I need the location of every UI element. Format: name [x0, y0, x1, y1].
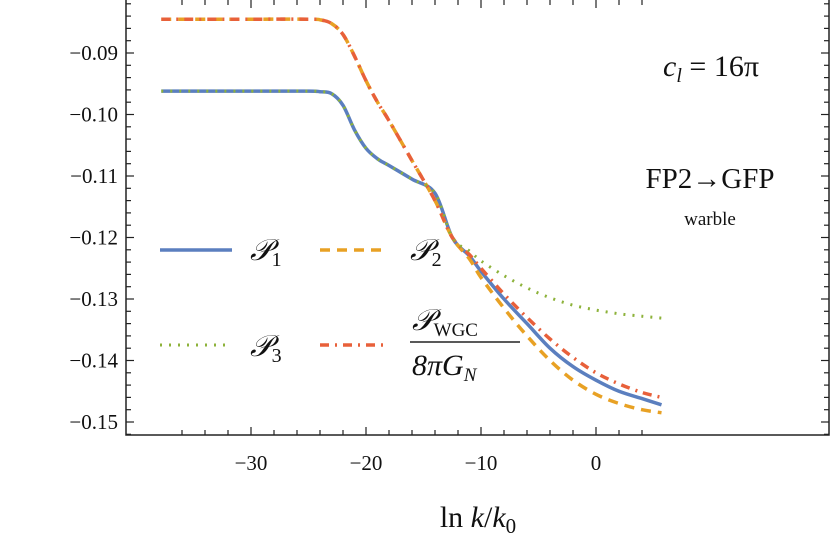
x-tick-label: −10: [465, 451, 498, 475]
y-tick-label: −0.09: [69, 41, 118, 65]
x-axis-label-k: k: [471, 501, 485, 534]
x-axis-label-k0-sub: 0: [506, 514, 517, 538]
legend-label-p1: 𝒫1: [250, 234, 282, 271]
y-axis-tick-labels: −0.09 −0.10 −0.11 −0.12 −0.13 −0.14 −0.15: [69, 41, 118, 434]
legend-label-p3: 𝒫3: [250, 330, 282, 367]
annotation-cl-value: = 16π: [682, 50, 759, 83]
plot-curves: [161, 17, 663, 415]
annotation-model: warble: [684, 209, 736, 230]
series-line-pwgc-8-g-n-: [161, 17, 662, 400]
x-tick-label: −20: [350, 451, 383, 475]
y-tick-label: −0.13: [69, 287, 118, 311]
x-tick-label: −30: [235, 451, 268, 475]
x-axis-label-k0: k: [492, 501, 506, 534]
plot-frame: [125, 0, 830, 436]
y-tick-label: −0.14: [69, 349, 118, 373]
x-axis-label: ln k/k0: [440, 501, 516, 538]
axis-ticks: [126, 0, 829, 435]
legend: 𝒫1 𝒫2 𝒫3 𝒫WGC 8πGN: [160, 234, 520, 386]
x-axis-label-slash: /: [484, 501, 493, 534]
x-tick-label: 0: [591, 451, 602, 475]
annotation-transition: FP2→GFP: [646, 163, 775, 195]
legend-label-pwgc-numerator: 𝒫WGC: [412, 304, 478, 341]
y-tick-label: −0.12: [69, 226, 118, 250]
legend-label-p2: 𝒫2: [410, 234, 442, 271]
x-axis-tick-labels: −30 −20 −10 0: [235, 451, 602, 475]
series-line-p3: [161, 89, 662, 320]
y-tick-label: −0.10: [69, 103, 118, 127]
x-axis-label-ln: ln: [440, 501, 463, 534]
annotation-cl-sub: l: [676, 65, 682, 87]
series-line-p1: [161, 89, 663, 407]
legend-label-pwgc-denominator: 8πGN: [412, 349, 478, 386]
annotation-cl-c: c: [663, 50, 676, 83]
y-tick-label: −0.11: [70, 164, 118, 188]
y-tick-label: −0.15: [69, 410, 118, 434]
annotation-cl: cl = 16π: [663, 50, 759, 87]
